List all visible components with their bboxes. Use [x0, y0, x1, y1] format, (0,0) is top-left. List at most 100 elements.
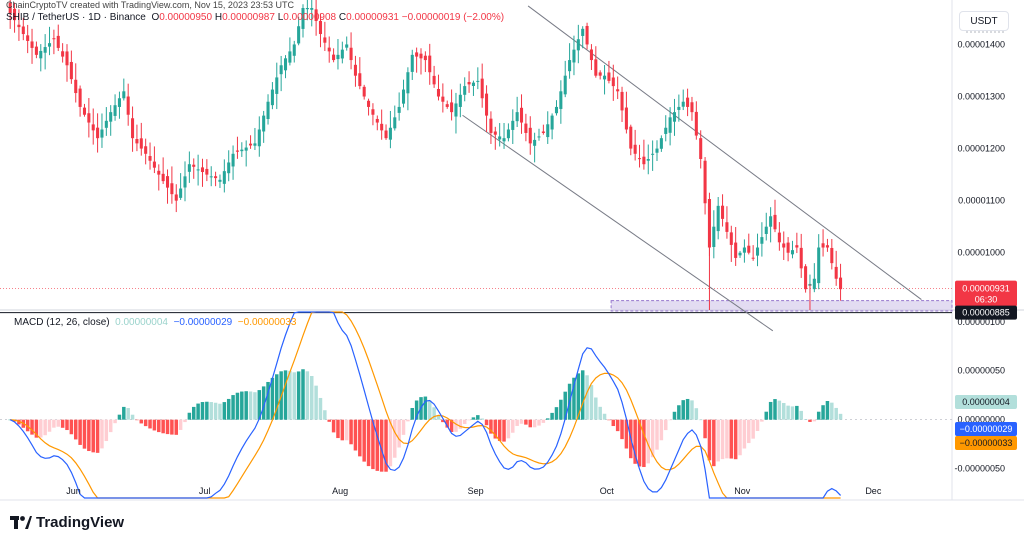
macd-hist-bar — [187, 412, 192, 420]
tradingview-logo[interactable]: TradingView — [10, 514, 124, 531]
macd-tick-label: 0.00000050 — [957, 366, 1005, 376]
macd-hist-bar — [624, 419, 629, 449]
macd-hist-bar — [52, 419, 56, 428]
macd-tick-label: 0.00000000 — [957, 415, 1005, 425]
macd-hist-bar — [296, 371, 301, 420]
candle-body — [795, 245, 799, 248]
candle-body — [222, 171, 226, 184]
low-value: 0.00000908 — [283, 12, 337, 23]
candle-body — [52, 38, 56, 40]
macd-hist-bar — [764, 411, 769, 420]
macd-hist-bar — [572, 377, 576, 420]
candle-body — [214, 176, 218, 179]
candle-body — [686, 97, 690, 107]
candle-body — [651, 153, 655, 155]
currency-button[interactable]: USDT — [959, 11, 1009, 31]
macd-hist-bar — [838, 413, 843, 420]
high-label: H — [214, 12, 223, 23]
macd-hist-bar — [318, 397, 323, 420]
macd-hist-bar — [519, 419, 524, 424]
macd-hist-bar — [441, 419, 445, 423]
candle-body — [428, 55, 432, 73]
candle-body — [393, 117, 397, 129]
symbol-label[interactable]: SHIB / TetherUS · 1D · Binance — [6, 12, 146, 23]
macd-hist-bar — [506, 419, 511, 439]
candle-body — [187, 164, 191, 172]
macd-hist-bar — [39, 419, 43, 438]
macd-hist-bar — [209, 402, 213, 420]
macd-tick-label: -0.00000050 — [954, 464, 1005, 474]
macd-hist-bar — [550, 412, 554, 420]
candle-body — [257, 129, 261, 147]
macd-hist-bar — [462, 419, 467, 425]
macd-legend: MACD (12, 26, close) 0.00000004 −0.00000… — [14, 317, 296, 328]
candle-body — [721, 205, 725, 219]
macd-line-badge — [955, 422, 1017, 436]
candle-body — [100, 129, 104, 138]
macd-title[interactable]: MACD (12, 26, close) — [14, 317, 110, 328]
candle-body — [301, 8, 305, 29]
macd-hist-bar — [78, 419, 82, 445]
candle-body — [91, 124, 95, 131]
macd-hist-bar — [248, 391, 253, 420]
macd-hist-bar — [69, 419, 74, 435]
candle-body — [174, 194, 178, 201]
macd-hist-bar — [91, 419, 95, 453]
candle-body — [511, 120, 515, 130]
macd-hist-value: 0.00000004 — [115, 317, 168, 328]
macd-hist-bar — [205, 401, 209, 420]
candle-body — [493, 131, 497, 135]
candle-body — [200, 167, 205, 173]
price-tick-label: 0.00001400 — [957, 39, 1005, 49]
candle-body — [336, 54, 340, 60]
candle-body — [454, 103, 458, 117]
macd-hist-bar — [607, 419, 611, 421]
macd-hist-bar — [449, 419, 454, 433]
macd-hist-bar — [95, 419, 100, 453]
candle-body — [672, 112, 677, 122]
candle-body — [165, 176, 170, 188]
candle-body — [104, 120, 108, 128]
macd-hist-bar — [489, 419, 493, 434]
candle-body — [275, 77, 279, 94]
macd-hist-bar — [113, 419, 117, 424]
macd-hist-bar — [690, 400, 694, 420]
candle-body — [419, 53, 423, 59]
candle-body — [161, 173, 165, 182]
candle-body — [677, 106, 681, 110]
macd-hist-bar — [340, 419, 345, 441]
macd-hist-bar — [349, 419, 353, 445]
time-axis-label: Nov — [734, 486, 751, 496]
candle-body — [87, 113, 91, 123]
candle-body — [410, 54, 414, 72]
macd-hist-bar — [821, 405, 825, 420]
candle-body — [349, 47, 353, 61]
candle-body — [297, 26, 301, 44]
macd-hist-bar — [191, 406, 196, 420]
candle-body — [703, 160, 707, 204]
candle-body — [738, 252, 742, 256]
macd-hist-bar — [703, 419, 707, 439]
candle-body — [528, 127, 532, 144]
candle-body — [353, 64, 357, 76]
countdown-text: 06:30 — [975, 295, 998, 305]
tradingview-logo-icon — [10, 516, 32, 530]
last-price-badge — [955, 280, 1017, 307]
candle-body — [183, 176, 187, 188]
candle-body — [34, 46, 38, 55]
macd-hist-bar — [130, 414, 135, 420]
macd-hist-bar — [161, 419, 165, 434]
macd-hist-bar — [755, 419, 760, 431]
candle-body — [332, 54, 336, 61]
candle-body — [135, 139, 139, 144]
candle-body — [397, 106, 401, 113]
candle-body — [537, 136, 541, 138]
candle-body — [13, 8, 17, 21]
macd-hist-bar — [812, 419, 817, 422]
candle-body — [554, 106, 559, 114]
macd-hist-bar — [493, 419, 498, 439]
macd-hist-bar — [637, 419, 642, 467]
macd-hist-bar — [685, 398, 690, 420]
macd-hist-bar — [379, 419, 384, 472]
